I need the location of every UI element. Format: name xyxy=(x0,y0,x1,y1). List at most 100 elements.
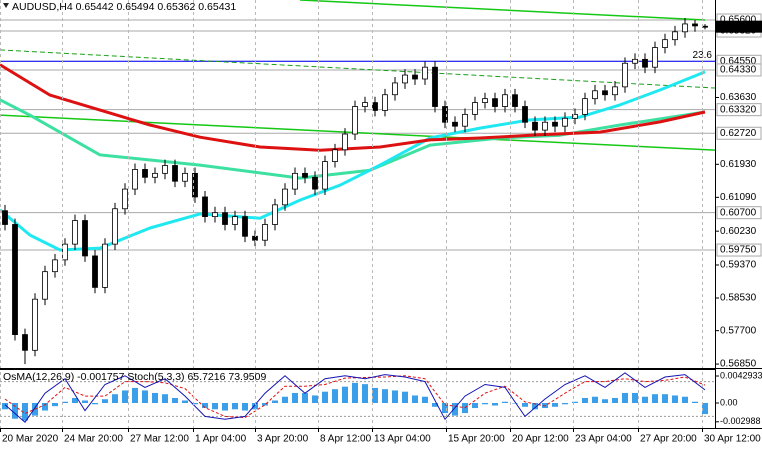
osma-bar xyxy=(432,403,438,407)
trend-line xyxy=(0,49,715,89)
level-label: 0.64330 xyxy=(720,65,757,76)
osma-bar xyxy=(62,401,68,404)
trend-line xyxy=(299,0,706,21)
candle-body xyxy=(182,172,188,182)
candle-body xyxy=(152,172,158,178)
osma-bar xyxy=(82,400,88,404)
osma-bar xyxy=(672,395,678,404)
osma-bar xyxy=(602,399,608,404)
level-label-box xyxy=(716,103,762,117)
candle-body xyxy=(142,169,148,178)
osma-bar xyxy=(382,389,388,404)
osma-bar xyxy=(562,403,568,405)
level-label-box xyxy=(716,243,762,257)
candle-body xyxy=(352,106,358,135)
osma-bar xyxy=(282,396,288,404)
osma-bar xyxy=(142,390,148,404)
high-value: 0.65494 xyxy=(117,1,155,13)
osma-bar xyxy=(202,403,208,409)
osma-value: -0.001757 xyxy=(77,371,124,383)
osma-bar xyxy=(22,403,28,421)
osma-bar xyxy=(242,403,248,411)
candle-body xyxy=(172,165,178,182)
candle-body xyxy=(492,98,498,107)
candle-body xyxy=(552,121,558,127)
osma-bar xyxy=(72,397,78,404)
y-tick-label: 0.0042933 xyxy=(720,370,762,380)
current-price-box xyxy=(716,20,762,33)
osma-bar xyxy=(552,403,558,407)
candle-body xyxy=(642,58,648,68)
oscillator-pane xyxy=(0,372,715,423)
osma-bar xyxy=(492,403,498,406)
candle-body xyxy=(422,66,428,80)
osma-bar xyxy=(102,399,108,404)
osma-bar xyxy=(572,401,578,404)
level-label-box xyxy=(716,126,762,140)
x-tick-label: 24 Mar 20:00 xyxy=(64,434,123,445)
osma-bar xyxy=(482,403,488,405)
osma-bar xyxy=(592,396,598,404)
candle-body xyxy=(512,94,518,107)
candle-body xyxy=(392,82,398,96)
level-label-box xyxy=(716,206,762,220)
osma-bar xyxy=(372,387,378,404)
osma-bar xyxy=(612,397,618,404)
osma-bar xyxy=(182,400,188,404)
osma-bar xyxy=(472,403,478,409)
open-value: 0.65442 xyxy=(76,1,114,13)
candle-body xyxy=(32,298,38,351)
y-tick-label: 0.63630 xyxy=(720,92,757,103)
osma-bar xyxy=(582,397,588,404)
candle-body xyxy=(122,188,128,210)
candle-body xyxy=(72,220,78,245)
osma-bar xyxy=(112,394,118,404)
osma-bar xyxy=(452,403,458,416)
candle-body xyxy=(592,90,598,100)
osma-bar xyxy=(522,403,528,407)
candle-body xyxy=(482,98,488,103)
candle-body xyxy=(682,23,688,33)
candle-body xyxy=(652,47,658,68)
candle-body xyxy=(662,39,668,48)
oscillator-header: OsMA(12,26,9) -0.001757 Stoch(5,3,3) 65.… xyxy=(3,371,266,383)
osma-bar xyxy=(52,403,58,407)
osma-bar xyxy=(292,392,298,404)
candle-body xyxy=(452,121,458,127)
osma-bar xyxy=(362,384,368,404)
osma-bar xyxy=(662,394,668,404)
candle-body xyxy=(362,102,368,107)
candle-body xyxy=(282,188,288,206)
osma-bar xyxy=(42,403,48,411)
level-label: 0.63320 xyxy=(720,104,757,115)
osma-bar xyxy=(192,403,198,405)
osma-name: OsMA(12,26,9) xyxy=(3,371,74,383)
candle-body xyxy=(92,255,98,288)
candle-body xyxy=(262,224,268,241)
osma-bar xyxy=(12,403,18,419)
osma-bar xyxy=(402,391,408,404)
candle-body xyxy=(192,172,198,198)
y-tick-label: 0.57700 xyxy=(720,325,757,336)
candle-body xyxy=(702,25,708,28)
stoch-name: Stoch(5,3,3) xyxy=(127,371,184,383)
candle-body xyxy=(502,94,508,107)
osma-bar xyxy=(642,396,648,404)
candle-body xyxy=(462,113,468,127)
candle-body xyxy=(312,176,318,190)
candle-body xyxy=(522,106,528,123)
y-tick-label: 0.59370 xyxy=(720,260,757,271)
osma-bar xyxy=(262,403,268,406)
current-price-label: 0.65431 xyxy=(720,21,757,32)
osma-bar xyxy=(162,394,168,404)
candle-body xyxy=(672,31,678,41)
osma-bar xyxy=(252,403,258,410)
osma-bar xyxy=(222,403,228,411)
x-tick-label: 27 Apr 20:00 xyxy=(640,434,697,445)
osma-bar xyxy=(512,403,518,404)
candle-body xyxy=(162,165,168,174)
osma-bar xyxy=(442,403,448,414)
osma-bar xyxy=(132,387,138,404)
